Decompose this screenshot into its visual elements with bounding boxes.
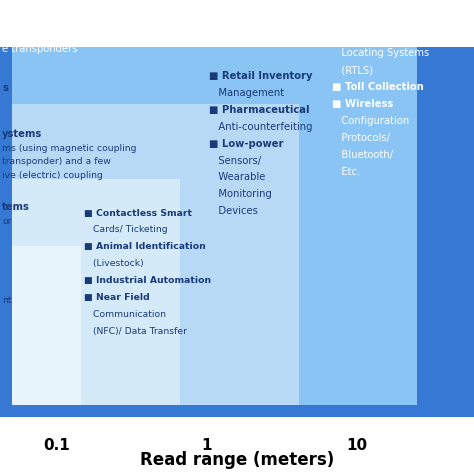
Text: ystems: ystems [2,129,43,139]
Text: Bluetooth/: Bluetooth/ [332,150,393,160]
Text: ■ Contactless Smart: ■ Contactless Smart [84,209,192,218]
Text: Management: Management [209,88,283,98]
Text: Protocols/: Protocols/ [332,133,390,143]
Text: ms (using magnetic coupling: ms (using magnetic coupling [2,144,137,153]
Text: ■ Asset Tracking/: ■ Asset Tracking/ [332,15,431,25]
Text: ive (electric) coupling: ive (electric) coupling [2,171,103,180]
Bar [12,25,417,405]
Text: ■ Near Field: ■ Near Field [84,293,150,302]
Bar [12,246,81,405]
Text: tems: tems [2,202,30,212]
Text: ■ Retail Inventory: ■ Retail Inventory [209,71,312,81]
Text: Anti-counterfeiting: Anti-counterfeiting [209,122,312,132]
Text: Read range (meters): Read range (meters) [140,451,334,469]
Text: nt: nt [2,296,12,305]
Text: Wearable: Wearable [209,173,265,182]
Text: s: s [2,83,8,93]
Text: 0.1: 0.1 [44,438,70,454]
Text: or: or [2,217,12,226]
Text: ■ Toll Collection: ■ Toll Collection [332,82,424,92]
Text: (active): (active) [2,29,40,39]
Text: Locating Systems: Locating Systems [332,48,429,58]
Text: ■ Pharmaceutical: ■ Pharmaceutical [209,105,309,115]
Text: Real Time: Real Time [332,31,390,42]
Text: ns: ns [2,15,15,25]
Text: ■ Animal Identification: ■ Animal Identification [84,242,206,251]
Text: ■ Industrial Automation: ■ Industrial Automation [84,276,211,285]
Text: Etc.: Etc. [332,167,360,177]
Bar [12,104,299,405]
Text: ■ Wireless: ■ Wireless [332,99,393,109]
Text: ■ Low-power: ■ Low-power [209,138,283,148]
Text: 10: 10 [346,438,368,454]
Text: Devices: Devices [209,206,257,216]
Text: Cards/ Ticketing: Cards/ Ticketing [84,226,168,235]
Text: (NFC)/ Data Transfer: (NFC)/ Data Transfer [84,327,187,336]
Text: Configuration: Configuration [332,116,409,126]
Text: (RTLS): (RTLS) [332,65,373,75]
Text: (Livestock): (Livestock) [84,259,144,268]
Text: e transponders: e transponders [2,44,78,54]
Text: Communication: Communication [84,310,166,319]
Text: 1: 1 [202,438,212,454]
Bar [12,179,180,405]
Text: Monitoring: Monitoring [209,189,272,200]
Text: transponder) and a few: transponder) and a few [2,157,111,166]
Text: Sensors/: Sensors/ [209,155,261,165]
